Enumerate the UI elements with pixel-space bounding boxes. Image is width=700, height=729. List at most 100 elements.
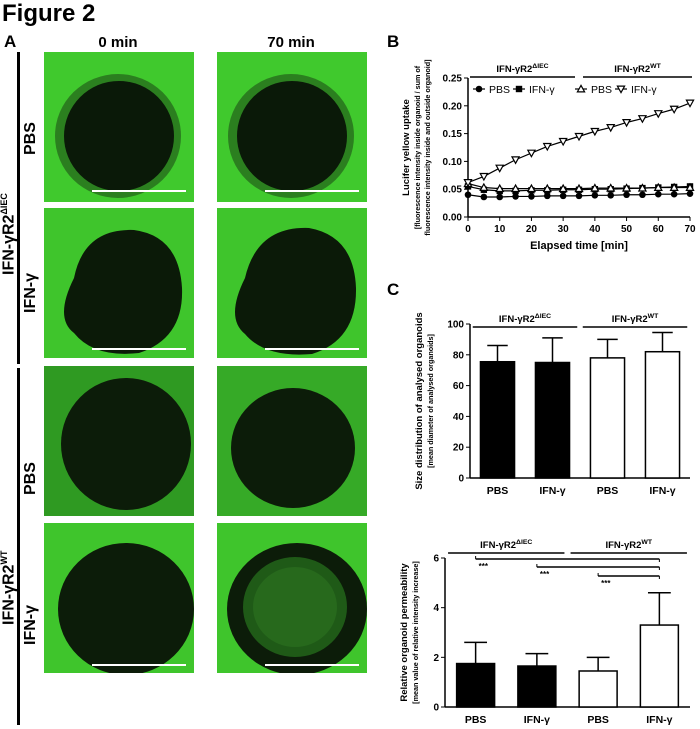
bar: [534, 361, 571, 479]
y-axis-sublabel: [mean value of relative intensity increa…: [411, 561, 420, 704]
y-tick-label: 80: [453, 350, 465, 361]
y-axis-sublabel: [mean diameter of analysed organoids]: [426, 334, 435, 468]
chart-b-lucifer-yellow: 0.00 0.05 0.10 0.15 0.20 0.25 0 10 20 30 40 50 60 70 E…: [401, 59, 696, 252]
panel-b-letter: B: [387, 32, 400, 51]
legend-series-label: PBS: [591, 84, 612, 96]
y-tick-label: 4: [433, 603, 439, 614]
data-point: [590, 127, 600, 137]
legend-marker: [616, 85, 626, 94]
data-point: [510, 183, 521, 193]
data-point: [510, 156, 521, 165]
data-point: [496, 193, 504, 201]
x-tick-label: IFN-γ: [649, 485, 675, 497]
y-tick-label: 0.15: [443, 129, 463, 140]
x-axis-label: Elapsed time [min]: [530, 240, 628, 252]
data-point: [653, 182, 663, 192]
data-point: [479, 172, 489, 182]
legend-marker: [576, 84, 586, 93]
data-point: [621, 118, 632, 128]
x-tick-label: PBS: [587, 714, 609, 726]
x-tick-label: 50: [621, 224, 633, 235]
y-tick-label: 60: [453, 381, 465, 392]
micrograph-wt-pbs-0min: [44, 366, 194, 516]
x-tick-label: IFN-γ: [539, 485, 565, 497]
y-tick-label: 0: [458, 474, 464, 485]
data-point: [591, 192, 599, 199]
chart-c-permeability: 0 2 4 6 PBS IFN-γ PBS IFN-γ IFN-γR2ΔIEC IFN-γR2WT…: [399, 539, 690, 726]
x-tick-label: PBS: [487, 485, 509, 497]
data-point: [543, 192, 551, 200]
data-point: [464, 191, 472, 199]
group-label: IFN-γR2WT: [612, 313, 659, 325]
row-label-ifn-2: IFN-γ: [22, 605, 39, 645]
data-point: [607, 192, 615, 199]
x-tick-label: 0: [465, 224, 471, 235]
data-point: [495, 164, 505, 173]
data-point: [639, 191, 646, 199]
micrograph-deltaiec-ifn-0min: [44, 208, 194, 358]
data-point: [606, 124, 616, 133]
data-point: [495, 183, 505, 193]
group-label: IFN-γR2WT: [605, 539, 652, 551]
x-tick-label: IFN-γ: [524, 714, 550, 726]
data-point: [669, 182, 679, 192]
legend-series-label: IFN-γ: [631, 84, 657, 96]
data-point: [654, 190, 662, 198]
x-tick-label: IFN-γ: [646, 714, 672, 726]
y-axis-sublabel-1: [fluorescence intensity inside organoid …: [413, 65, 422, 229]
x-tick-label: 60: [653, 224, 665, 235]
y-tick-label: 0.25: [443, 74, 463, 85]
data-point: [528, 193, 535, 200]
y-axis-label: Size distribution of analysed organoids: [414, 312, 425, 489]
bar: [578, 670, 618, 708]
y-tick-label: 6: [433, 554, 439, 565]
data-point: [526, 149, 537, 158]
micrograph-deltaiec-pbs-70min: [217, 52, 367, 202]
legend-group-label: IFN-γR2WT: [614, 63, 661, 75]
y-tick-label: 0: [433, 703, 439, 714]
x-tick-label: 70: [684, 224, 696, 235]
group-label: IFN-γR2ΔIEC: [480, 539, 532, 551]
data-point: [621, 183, 632, 192]
legend-series-label: IFN-γ: [529, 84, 555, 96]
data-point: [526, 183, 537, 193]
legend-group-label: IFN-γR2ΔIEC: [496, 63, 548, 75]
bar: [589, 357, 626, 479]
micrograph-deltaiec-ifn-70min: [217, 208, 367, 358]
micrograph-deltaiec-pbs-0min: [44, 52, 194, 202]
group-label-deltaiec: IFN-γR2ΔIEC: [0, 193, 18, 275]
data-point: [558, 137, 568, 147]
data-point: [574, 183, 584, 193]
x-tick-label: 10: [494, 224, 506, 235]
micrograph-wt-ifn-70min: [217, 523, 367, 673]
legend-marker: [475, 85, 483, 93]
panel-c-letter: C: [387, 280, 400, 299]
data-point: [670, 190, 678, 198]
data-point: [542, 183, 552, 193]
data-point: [653, 110, 663, 119]
bar: [644, 350, 681, 479]
x-tick-label: 20: [526, 224, 538, 235]
data-point: [685, 99, 695, 108]
legend-marker: [515, 85, 523, 93]
group-label: IFN-γR2ΔIEC: [499, 313, 551, 325]
y-axis-label: Relative organoid permeability: [399, 563, 410, 702]
significance-stars: ***: [601, 579, 611, 588]
data-point: [512, 193, 519, 200]
group-divider-deltaiec: [17, 52, 20, 364]
data-point: [637, 115, 648, 124]
data-point: [542, 142, 552, 152]
y-tick-label: 0.05: [443, 185, 463, 196]
data-point: [669, 105, 679, 114]
y-tick-label: 0.20: [443, 101, 463, 112]
row-label-ifn-1: IFN-γ: [22, 273, 39, 313]
data-point: [686, 190, 694, 197]
micrograph-wt-pbs-70min: [217, 366, 367, 516]
y-tick-label: 100: [447, 320, 464, 331]
x-tick-label: PBS: [465, 714, 487, 726]
data-point: [575, 192, 583, 200]
x-tick-label: PBS: [597, 485, 619, 497]
col-header-0min: 0 min: [98, 34, 138, 51]
row-label-pbs-1: PBS: [22, 122, 39, 155]
data-point: [685, 182, 695, 192]
